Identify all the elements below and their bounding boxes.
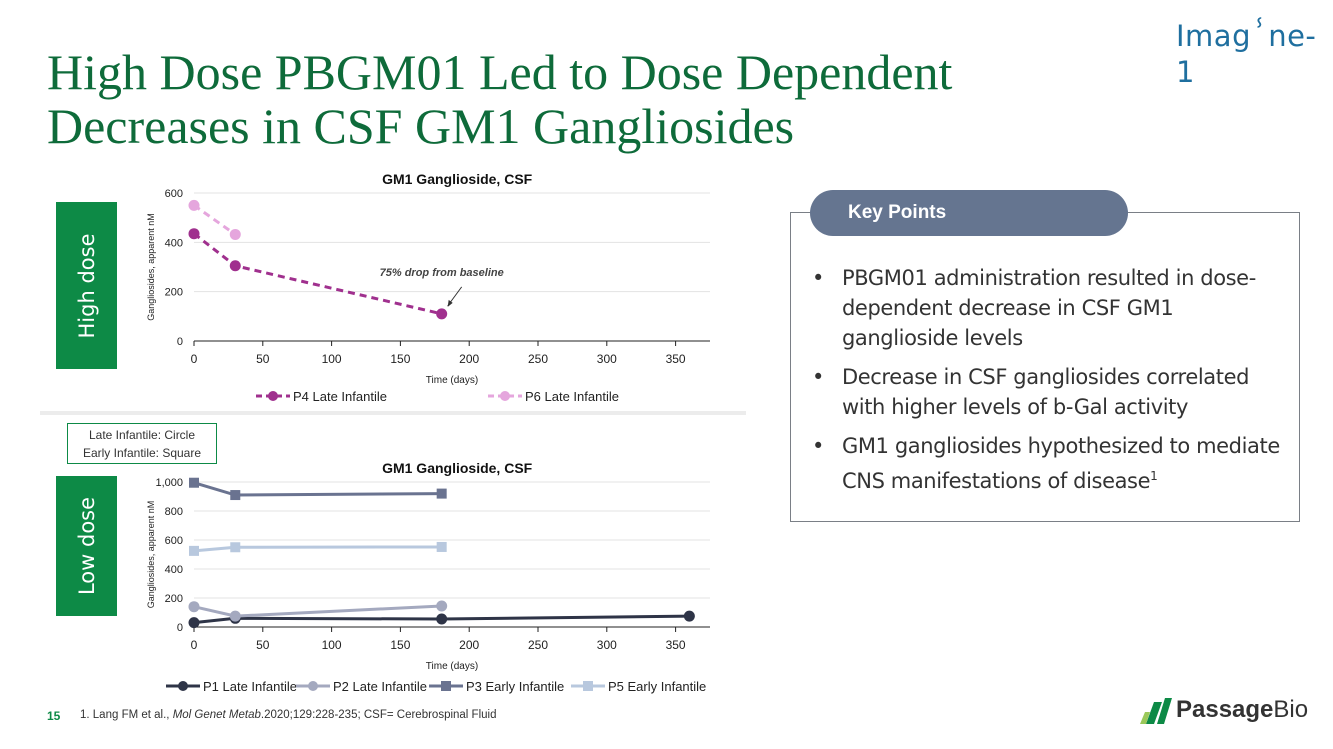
high-dose-legend-marker-2 xyxy=(500,391,510,401)
title-line-1: High Dose PBGM01 Led to Dose Dependent xyxy=(47,44,953,100)
high-dose-data-point xyxy=(229,260,241,272)
high-dose-data-point xyxy=(229,228,241,240)
high-dose-y-axis-label: Gangliosides, apparent nM xyxy=(146,213,156,321)
footnote-ref: 1 xyxy=(1150,469,1158,483)
high-dose-series-line-2 xyxy=(193,204,237,236)
low-dose-label-box: Low dose xyxy=(56,476,117,616)
imagine-1-logo: Imagⸯne-1 xyxy=(1176,19,1317,89)
high-dose-xtick-label: 300 xyxy=(597,352,617,366)
key-point-2: • Decrease in CSF gangliosides correlate… xyxy=(812,362,1292,422)
high-dose-xtick-label: 200 xyxy=(459,352,479,366)
high-dose-ytick-label: 200 xyxy=(165,287,183,299)
high-dose-ytick-label: 0 xyxy=(177,336,183,348)
page-number: 15 xyxy=(47,709,61,723)
high-dose-xtick-label: 0 xyxy=(191,352,198,366)
high-dose-data-point xyxy=(436,308,448,320)
passage-text: Passage xyxy=(1176,696,1274,723)
high-dose-xtick-label: 100 xyxy=(322,352,342,366)
high-dose-xtick-label: 150 xyxy=(390,352,410,366)
footnote-suffix: .2020;129:228-235; CSF= Cerebrospinal Fl… xyxy=(260,709,497,721)
key-point-3: • GM1 gangliosides hypothesized to media… xyxy=(812,431,1292,496)
footnote: 1. Lang FM et al., Mol Genet Metab.2020;… xyxy=(80,709,496,721)
page-title: High Dose PBGM01 Led to Dose Dependent D… xyxy=(47,45,952,153)
high-dose-ytick-label: 400 xyxy=(165,237,183,249)
chart-divider xyxy=(40,411,746,415)
passage-bio-mark-icon xyxy=(1140,698,1172,724)
high-dose-annotation-arrowhead xyxy=(447,299,453,307)
high-dose-xtick-label: 50 xyxy=(256,352,270,366)
key-points-header: Key Points xyxy=(810,190,1128,236)
high-dose-title: GM1 Ganglioside, CSF xyxy=(382,171,533,187)
high-dose-legend: P4 Late Infantile P6 Late Infantile xyxy=(256,389,619,404)
bullet-3: • xyxy=(812,434,824,458)
key-point-3-text: GM1 gangliosides hypothesized to mediate… xyxy=(842,434,1280,493)
high-dose-label-box: High dose xyxy=(56,202,117,369)
footnote-journal: Mol Genet Metab xyxy=(172,709,261,721)
high-dose-xtick-label: 350 xyxy=(666,352,686,366)
high-dose-data-point xyxy=(188,228,200,240)
bio-text: Bio xyxy=(1273,696,1309,723)
key-point-2-text: Decrease in CSF gangliosides correlated … xyxy=(842,365,1250,419)
passage-bio-wordmark: PassageBio xyxy=(1176,696,1308,724)
bullet-1: • xyxy=(812,266,824,290)
shape-legend-line-1: Late Infantile: Circle xyxy=(88,428,196,442)
high-dose-legend-marker-1 xyxy=(268,391,278,401)
shape-legend-line-2: Early Infantile: Square xyxy=(82,446,202,460)
title-line-2: Decreases in CSF GM1 Gangliosides xyxy=(47,98,795,154)
high-dose-x-axis-label: Time (days) xyxy=(426,375,478,386)
marker-shape-legend: Late Infantile: Circle Early Infantile: … xyxy=(67,423,217,464)
high-dose-data-point xyxy=(188,199,200,211)
high-dose-plot: GM1 Ganglioside, CSF 0 200 400 600 0 50 100 150 2… xyxy=(146,171,710,386)
key-points-list: • PBGM01 administration resulted in dose… xyxy=(812,263,1292,505)
high-dose-ytick-label: 600 xyxy=(165,188,183,200)
high-dose-legend-label-2: P6 Late Infantile xyxy=(525,389,619,404)
footnote-prefix: 1. Lang FM et al., xyxy=(80,709,173,721)
high-dose-xtick-label: 250 xyxy=(528,352,548,366)
bullet-2: • xyxy=(812,365,824,389)
high-dose-legend-label-1: P4 Late Infantile xyxy=(293,389,387,404)
key-point-1-text: PBGM01 administration resulted in dose-d… xyxy=(842,266,1256,350)
high-dose-annotation: 75% drop from baseline xyxy=(380,267,504,279)
key-point-1: • PBGM01 administration resulted in dose… xyxy=(812,263,1292,353)
